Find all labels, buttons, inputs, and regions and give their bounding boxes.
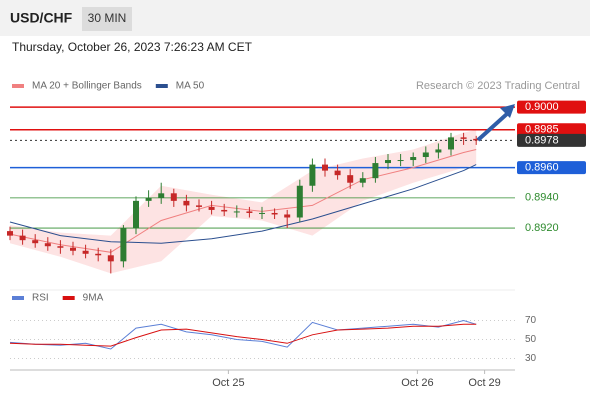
credit: Research © 2023 Trading Central [416, 80, 580, 92]
legend-label: 9MA [83, 293, 104, 304]
candle-body [196, 205, 202, 207]
y-tick-label: 70 [525, 315, 537, 326]
candle-body [107, 255, 114, 262]
legend-swatch [62, 296, 75, 300]
arrow [476, 111, 510, 142]
candle-body [410, 157, 417, 161]
candle-body [7, 231, 13, 236]
candle-body [259, 212, 265, 214]
level-box [517, 133, 586, 147]
candle-body [158, 193, 165, 198]
candle-body [170, 193, 177, 201]
candle-body [448, 137, 454, 150]
candle-body [284, 214, 291, 218]
symbol: USD/CHF [10, 10, 73, 26]
level-label: 0.8985 [525, 124, 559, 136]
candle-body [57, 246, 64, 248]
candle-body [309, 164, 316, 186]
rsi-line [9, 323, 477, 347]
candle-body [233, 211, 240, 213]
date: Thursday, October 26, 2023 7:26:23 AM CE… [12, 40, 253, 54]
legend-swatch [12, 84, 24, 88]
candle-body [422, 152, 429, 158]
candle-body [208, 206, 215, 210]
legend-label: RSI [32, 293, 49, 304]
candle-body [271, 212, 278, 215]
candle-body [473, 138, 480, 141]
candle-body [460, 137, 467, 139]
legend-label: MA 50 [176, 81, 205, 92]
candle-body [70, 247, 76, 251]
level-box [517, 123, 586, 137]
level-label: 0.9000 [525, 101, 559, 113]
legend-swatch [12, 296, 24, 300]
candle-body [397, 160, 404, 162]
candle-body [145, 197, 152, 201]
candle-body [120, 228, 127, 262]
candle-body [372, 163, 379, 179]
ma-line [9, 164, 477, 244]
x-tick-label: Oct 26 [401, 377, 433, 389]
candle-body [82, 250, 89, 254]
candle-body [19, 235, 26, 241]
level-label: 0.8940 [525, 192, 559, 204]
candle-body [334, 170, 341, 176]
candle-body [322, 164, 328, 171]
y-tick-label: 30 [525, 353, 537, 364]
legend-swatch [155, 84, 168, 88]
legend-label: MA 20 + Bollinger Bands [32, 81, 142, 92]
candle-body [221, 209, 228, 212]
interval[interactable]: 30 MIN [88, 11, 127, 25]
candle-body [296, 185, 303, 218]
candle-body [359, 178, 366, 183]
candle-body [133, 200, 139, 229]
level-label: 0.8960 [525, 162, 559, 174]
candle-body [385, 160, 391, 164]
interval-box[interactable] [82, 7, 132, 31]
y-tick-label: 50 [525, 334, 537, 345]
candle-body [95, 253, 102, 256]
arrow-head [500, 104, 515, 118]
candle-body [347, 175, 354, 183]
level-box [517, 161, 586, 175]
candle-body [32, 240, 39, 244]
candle-body [183, 200, 190, 206]
level-label: 0.8920 [525, 222, 559, 234]
candle-body [435, 149, 442, 153]
level-box [517, 100, 586, 114]
rsi-line [9, 319, 477, 350]
candle-body [246, 211, 253, 213]
level-label: 0.8978 [525, 134, 559, 146]
x-tick-label: Oct 29 [468, 377, 500, 389]
bollinger-band [10, 129, 477, 274]
x-tick-label: Oct 25 [212, 377, 244, 389]
candle-body [44, 243, 51, 247]
